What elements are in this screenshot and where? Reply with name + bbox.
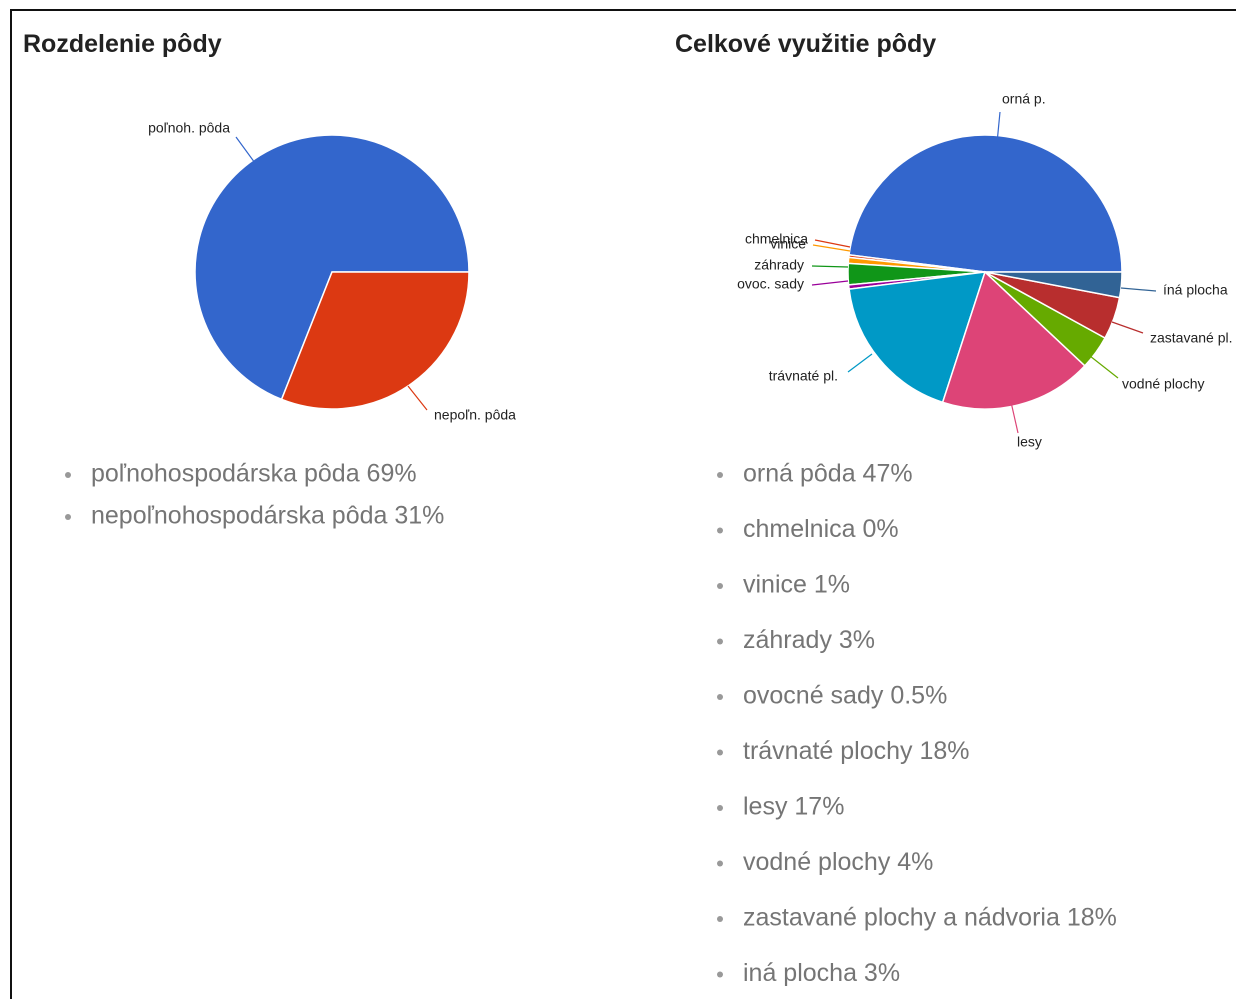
list-item: poľnohospodárska pôda 69% xyxy=(91,460,417,488)
bullet xyxy=(717,527,723,534)
slice-label: chmelnica xyxy=(745,231,808,247)
list-item: orná pôda 47% xyxy=(743,460,913,488)
bullet xyxy=(717,749,723,756)
slice-label: orná p. xyxy=(1002,91,1046,107)
list-item: lesy 17% xyxy=(743,793,844,821)
leader-line xyxy=(812,244,851,252)
chart-title: Celkové využitie pôdy xyxy=(675,30,936,58)
list-item: iná plocha 3% xyxy=(743,959,900,987)
list-item: ovocné sady 0.5% xyxy=(743,682,947,710)
list-item: záhrady 3% xyxy=(743,626,875,654)
bullet xyxy=(717,638,723,645)
leader-line xyxy=(847,353,873,373)
list-item: vodné plochy 4% xyxy=(743,848,933,876)
leader-line xyxy=(811,265,849,268)
pie-slice xyxy=(941,270,1086,410)
pie-slice xyxy=(848,134,1123,273)
chart-title: Rozdelenie pôdy xyxy=(23,30,222,58)
bullet xyxy=(65,472,71,478)
list-item: chmelnica 0% xyxy=(743,515,899,543)
slice-label: poľnoh. pôda xyxy=(148,120,230,136)
slice-label: íná plocha xyxy=(1163,282,1228,298)
bullet xyxy=(717,860,723,867)
leader-line xyxy=(1089,355,1119,379)
list-item: nepoľnohospodárska pôda 31% xyxy=(91,502,444,530)
leader-line xyxy=(1120,287,1157,292)
bullet xyxy=(717,472,723,478)
pie-slice xyxy=(848,271,987,404)
slice-label: vodné plochy xyxy=(1122,376,1205,392)
slice-label: lesy xyxy=(1017,434,1042,450)
leader-line xyxy=(996,111,1001,144)
pie-slice xyxy=(194,134,470,401)
leader-line xyxy=(814,239,851,248)
leader-line xyxy=(407,385,428,411)
bullet xyxy=(65,514,71,520)
pie-slice xyxy=(280,271,470,410)
slice-label: záhrady xyxy=(754,257,804,273)
list-item: trávnaté plochy 18% xyxy=(743,737,970,765)
bullet xyxy=(717,583,723,589)
list-item: vinice 1% xyxy=(743,571,850,599)
leader-line xyxy=(1111,321,1144,334)
leader-line xyxy=(811,280,849,286)
leader-line xyxy=(1010,401,1019,434)
pie-slice xyxy=(984,271,1123,299)
slice-label: ovoc. sady xyxy=(737,276,804,292)
slice-label: trávnaté pl. xyxy=(769,368,838,384)
slice-label: vinice xyxy=(770,236,806,252)
bullet xyxy=(717,694,723,700)
bullet xyxy=(717,971,723,978)
bullet xyxy=(717,916,723,922)
frame xyxy=(10,9,1236,999)
bullet xyxy=(717,805,723,811)
leader-line xyxy=(235,136,256,164)
list-item: zastavané plochy a nádvoria 18% xyxy=(743,904,1117,932)
slice-label: zastavané pl. xyxy=(1150,330,1233,346)
slice-label: nepoľn. pôda xyxy=(434,407,516,423)
